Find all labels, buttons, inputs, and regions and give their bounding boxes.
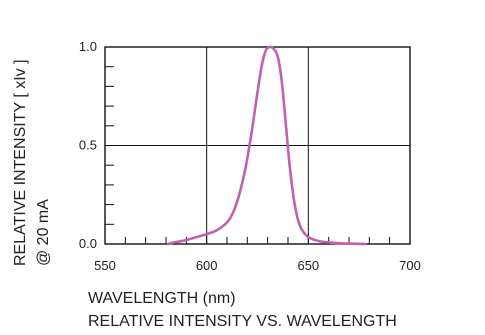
x-axis-title: WAVELENGTH (nm) (88, 290, 236, 307)
series-line (166, 45, 367, 246)
x-tick-label: 550 (94, 258, 116, 273)
y-tick-label: 0.5 (79, 138, 97, 153)
x-tick-label: 650 (297, 258, 319, 273)
y-tick-label: 1.0 (79, 39, 97, 54)
series-layer (166, 45, 367, 246)
chart-title: RELATIVE INTENSITY VS. WAVELENGTH (88, 313, 397, 330)
tick-labels: 550 600 650 700 0.0 0.5 1.0 (79, 39, 421, 273)
y-tick-label: 0.0 (79, 236, 97, 251)
x-tick-label: 700 (399, 258, 421, 273)
x-tick-label: 600 (196, 258, 218, 273)
y-axis-title: RELATIVE INTENSITY [ xIv ] (12, 59, 29, 266)
grid-lines (105, 47, 410, 244)
axis-ticks (104, 66, 411, 244)
y-axis-subtitle: @ 20 mA (35, 199, 52, 266)
plot-area-frame (104, 46, 411, 245)
